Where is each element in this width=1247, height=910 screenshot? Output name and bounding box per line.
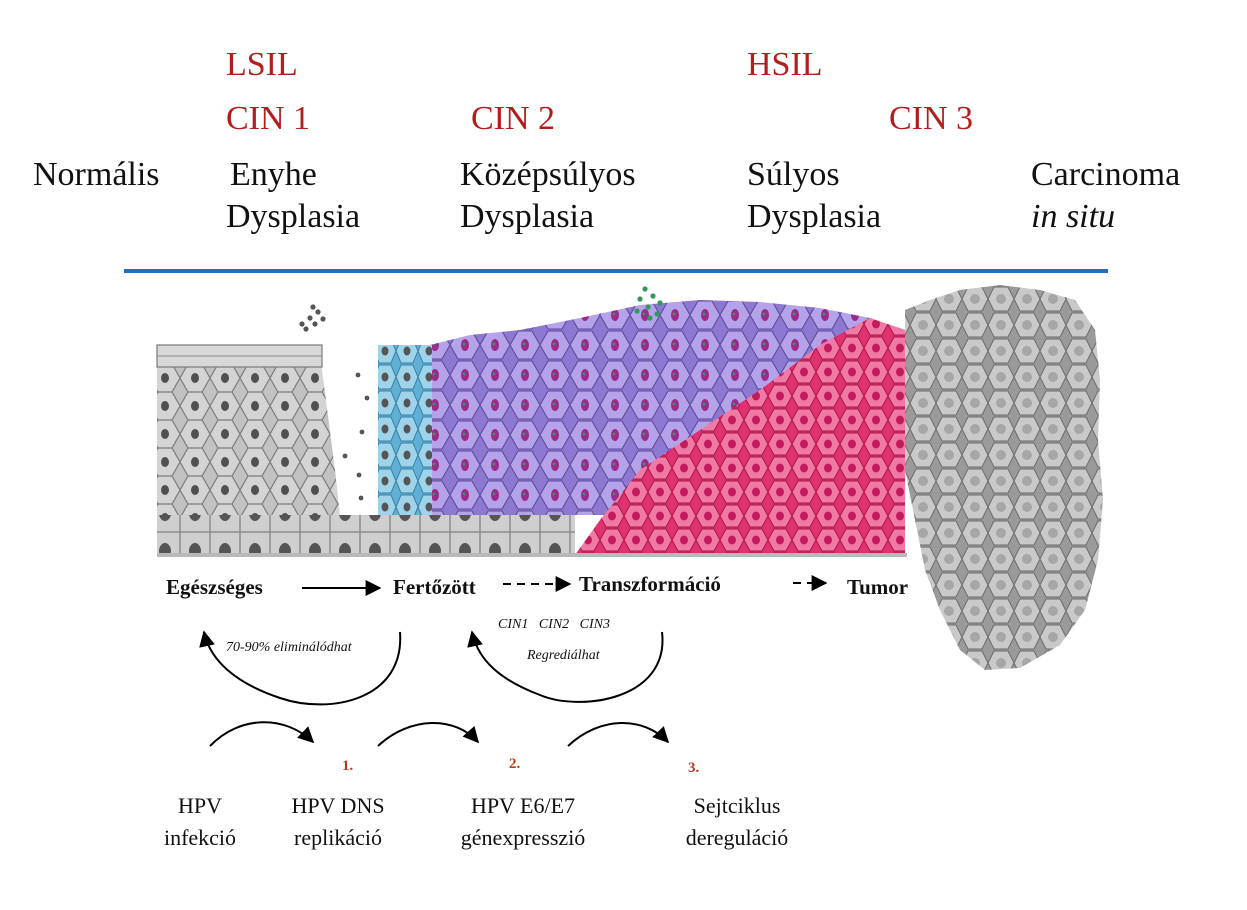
label-cell-cycle-deregulation: Sejtciklus dereguláció xyxy=(662,790,812,854)
step-number-3: 3. xyxy=(688,760,700,776)
basal-layer xyxy=(157,515,575,555)
cin2-label: CIN 2 xyxy=(471,100,556,137)
regress-note: Regrediálhat xyxy=(527,648,600,663)
virus-particles-green xyxy=(634,286,663,321)
virus-particles-gray xyxy=(299,304,370,501)
stage-normal: Normális xyxy=(33,156,160,193)
flow-infected: Fertőzött xyxy=(393,575,476,599)
step-number-2: 2. xyxy=(509,756,521,772)
stage-moderate-line2: Dysplasia xyxy=(460,198,595,235)
stage-mild-line1: Enyhe xyxy=(230,156,317,193)
label-hpv-infection-line2: infekció xyxy=(163,825,237,850)
label-dna-replication: HPV DNS replikáció xyxy=(268,790,408,854)
label-hpv-infection-line1: HPV xyxy=(177,793,222,818)
step-arc-1 xyxy=(209,721,315,747)
cin3-label: CIN 3 xyxy=(889,100,974,137)
flow-transformation: Transzformáció xyxy=(579,572,721,596)
elimination-note: 70-90% eliminálódhat xyxy=(226,640,352,655)
step-arc-3 xyxy=(567,722,670,747)
tumor-mass xyxy=(905,285,1103,670)
regression-arc xyxy=(467,630,664,703)
label-e6e7-expression-line1: HPV E6/E7 xyxy=(470,793,576,818)
stage-cis-line1: Carcinoma xyxy=(1031,156,1181,193)
stage-severe-line2: Dysplasia xyxy=(747,198,882,235)
cin-list-note: CIN1 CIN2 CIN3 xyxy=(498,617,611,632)
label-dna-replication-line2: replikáció xyxy=(294,825,382,850)
label-cell-cycle-deregulation-line2: dereguláció xyxy=(685,825,789,850)
label-e6e7-expression-line2: génexpresszió xyxy=(460,825,586,850)
label-cell-cycle-deregulation-line1: Sejtciklus xyxy=(693,793,781,818)
label-e6e7-expression: HPV E6/E7 génexpresszió xyxy=(443,790,603,854)
lsil-label: LSIL xyxy=(226,46,298,83)
stage-moderate-line1: Középsúlyos xyxy=(460,156,636,193)
flow-healthy: Egészséges xyxy=(166,575,263,599)
stage-cis-line2: in situ xyxy=(1031,198,1116,235)
stage-mild-line2: Dysplasia xyxy=(226,198,361,235)
label-dna-replication-line1: HPV DNS xyxy=(291,793,385,818)
step-number-1: 1. xyxy=(342,758,354,774)
flow-tumor: Tumor xyxy=(847,575,909,599)
step-arc-2 xyxy=(377,722,480,747)
dysplastic-tissue xyxy=(378,300,905,555)
elimination-arc xyxy=(199,630,402,706)
label-hpv-infection: HPV infekció xyxy=(140,790,260,854)
stage-severe-line1: Súlyos xyxy=(747,156,840,193)
cin1-label: CIN 1 xyxy=(226,100,311,137)
healthy-tissue-block xyxy=(156,344,340,515)
hsil-label: HSIL xyxy=(747,46,823,83)
